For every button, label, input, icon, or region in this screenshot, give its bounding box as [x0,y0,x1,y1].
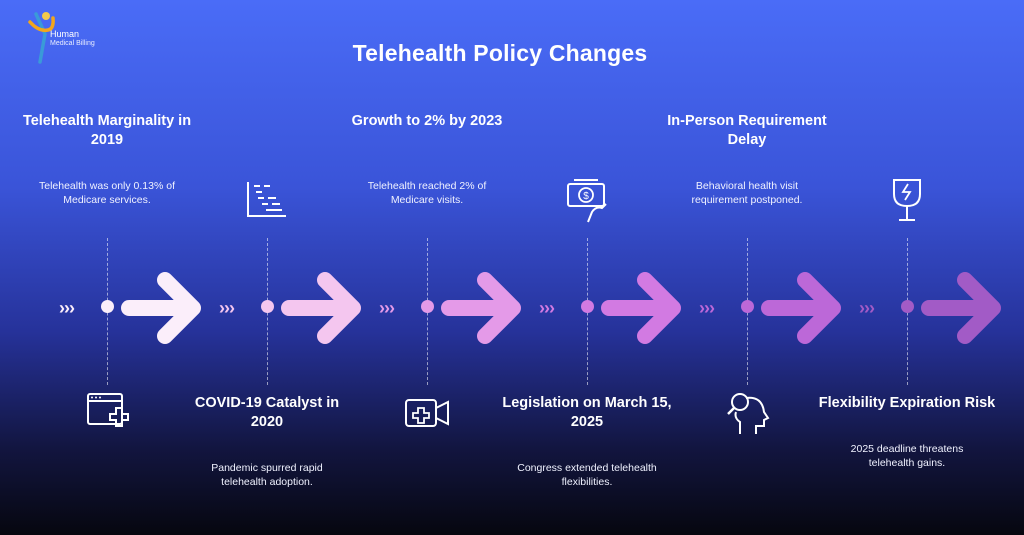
stage-description: Telehealth reached 2% of Medicare visits… [367,180,487,206]
arrow-right-icon [281,272,361,344]
money-hand-icon: $ [567,179,607,223]
video-medical-icon [405,399,449,427]
brand-line2: Medical Billing [50,40,95,47]
chevrons-icon: ››› [699,298,715,318]
svg-text:$: $ [583,191,589,202]
browser-medical-icon [87,393,129,427]
stage-heading: Growth to 2% by 2023 [351,113,503,129]
chevrons-icon: ››› [59,298,75,318]
brand-name: Human Medical Billing [50,29,95,49]
chevrons-icon: ››› [539,298,555,318]
timeline-stage: Growth to 2% by 2023 Telehealth reached 2… [347,0,521,535]
brand-logo [28,12,55,64]
timeline-stage: In-Person Requirement Delay Behavioral he… [667,0,841,535]
chevrons-icon: ››› [859,298,875,318]
stage-description: Behavioral health visit requirement post… [691,180,803,206]
arrow-right-icon [761,272,841,344]
broken-glass-icon [893,179,921,221]
timeline-stage: COVID-19 Catalyst in 2020 Pandemic spurre… [187,0,361,535]
arrow-right-icon [921,272,1001,344]
stage-description: 2025 deadline threatens telehealth gains… [850,443,964,469]
stage-description: Telehealth was only 0.13% of Medicare se… [38,180,175,206]
timeline-dot [901,300,914,313]
chart-document-icon [247,182,286,217]
timeline-dot [101,300,114,313]
stage-description: Congress extended telehealth flexibiliti… [517,462,657,488]
timeline-dot [261,300,274,313]
timeline-dot [421,300,434,313]
arrow-right-icon [121,272,201,344]
stage-heading: Legislation on March 15, 2025 [502,395,672,430]
head-search-icon [727,393,770,434]
chevrons-icon: ››› [219,298,235,318]
stage-description: Pandemic spurred rapid telehealth adopti… [211,462,323,488]
stage-heading: COVID-19 Catalyst in 2020 [194,395,340,430]
stage-heading: Telehealth Marginality in 2019 [22,113,192,148]
page-title: Telehealth Policy Changes [352,40,648,66]
stage-heading: Flexibility Expiration Risk [818,395,996,411]
timeline-dot [581,300,594,313]
timeline-stage: Legislation on March 15, 2025 Congress ex… [502,0,681,535]
chevrons-icon: ››› [379,298,395,318]
stage-heading: In-Person Requirement Delay [667,113,827,148]
arrow-right-icon [441,272,521,344]
arrow-right-icon [601,272,681,344]
timeline-dot [741,300,754,313]
timeline-stage: Flexibility Expiration Risk 2025 deadline… [819,0,1001,535]
timeline-stage: Telehealth Marginality in 2019 Telehealth… [23,0,201,535]
brand-line1: Human [50,29,80,39]
